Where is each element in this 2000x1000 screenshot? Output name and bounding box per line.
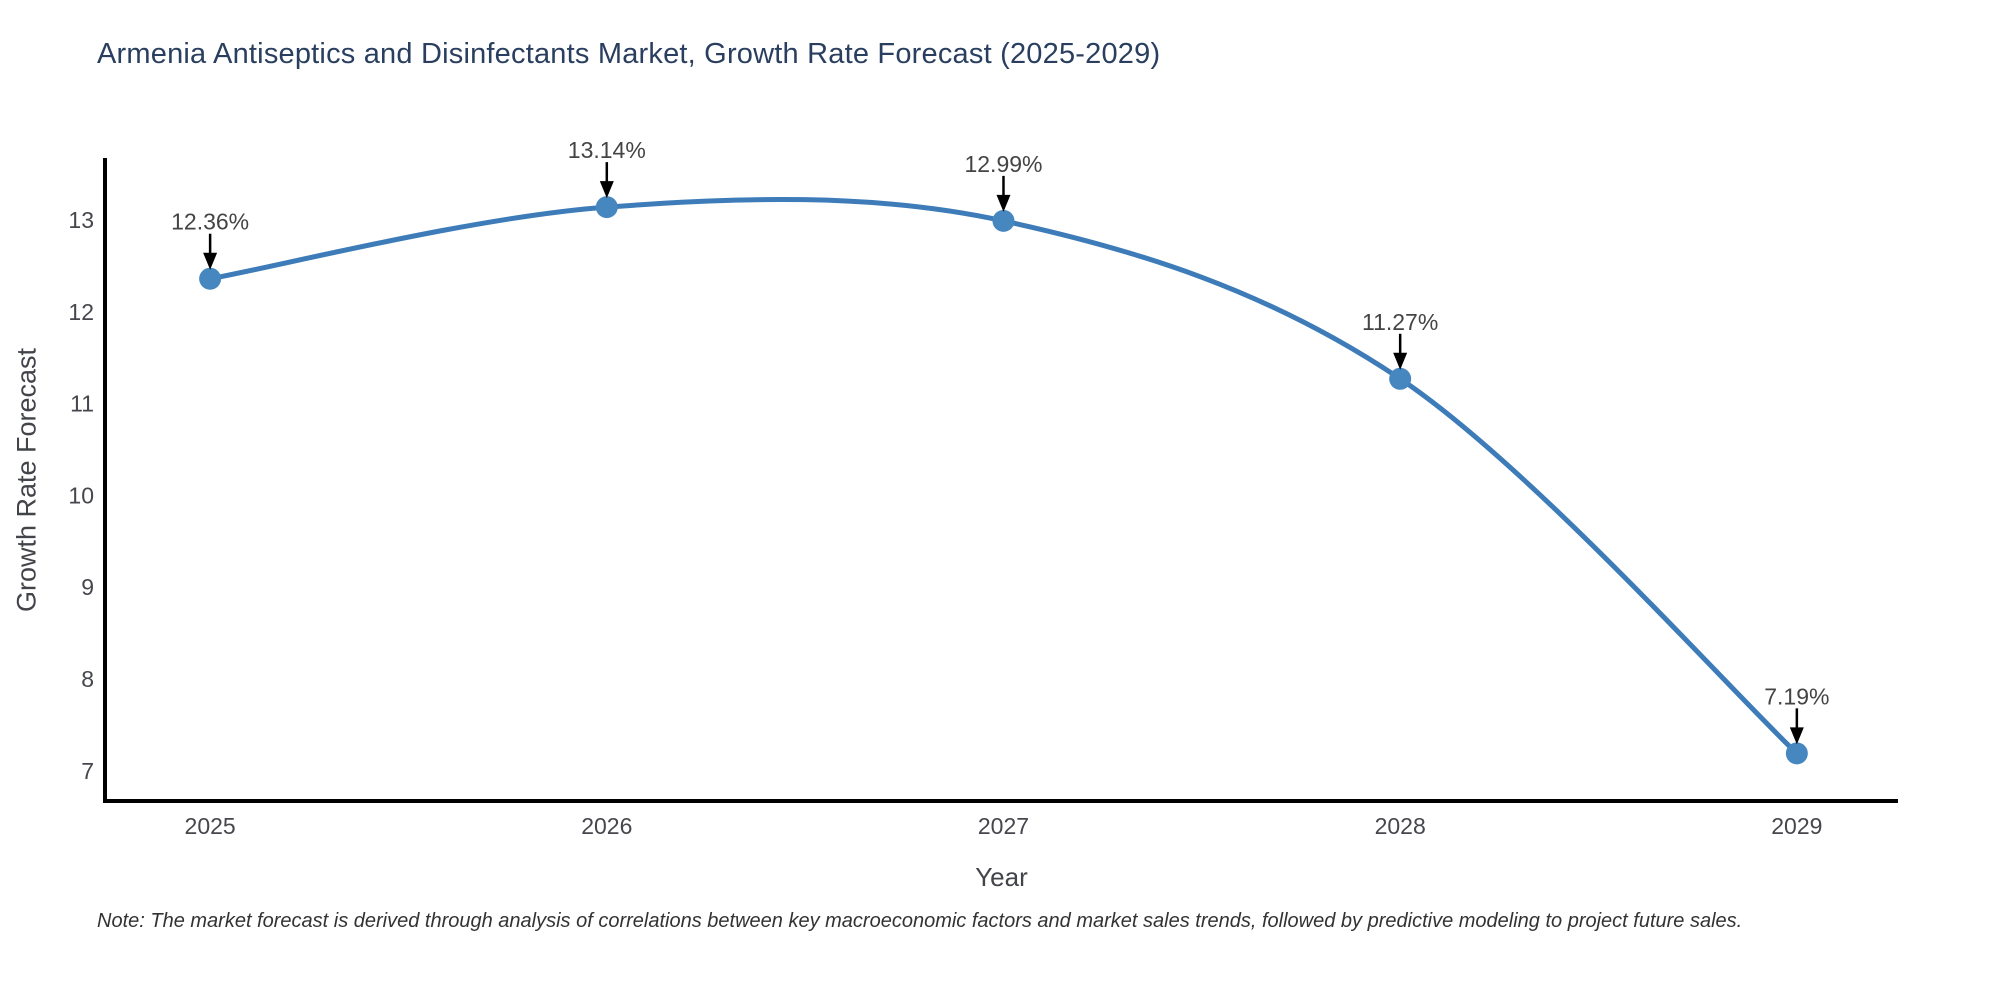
data-point-label: 13.14% — [568, 137, 646, 163]
annotation-arrowhead — [203, 252, 218, 270]
data-point-label: 7.19% — [1764, 683, 1829, 709]
data-point-marker — [199, 267, 222, 290]
y-tick-label: 12 — [68, 299, 94, 325]
annotation-arrowhead — [599, 181, 614, 199]
data-point-marker — [595, 196, 618, 219]
footnote: Note: The market forecast is derived thr… — [97, 910, 1743, 932]
growth-rate-line — [209, 196, 1799, 756]
data-point-marker — [1389, 367, 1412, 390]
annotation-arrowhead — [1393, 352, 1408, 370]
y-tick-label: 11 — [70, 391, 94, 417]
annotation-arrowhead — [996, 194, 1011, 212]
x-tick-label: 2025 — [185, 813, 236, 839]
data-point-label: 12.99% — [964, 151, 1042, 177]
data-point-marker — [992, 209, 1015, 232]
x-tick-label: 2027 — [978, 813, 1029, 839]
y-tick-label: 8 — [81, 666, 94, 692]
y-tick-label: 7 — [81, 758, 94, 784]
x-axis-title: Year — [975, 862, 1028, 892]
y-tick-label: 10 — [68, 482, 94, 508]
y-tick-label: 13 — [68, 207, 94, 233]
data-point-marker — [1785, 742, 1808, 765]
data-point-label: 11.27% — [1362, 309, 1438, 335]
x-tick-label: 2028 — [1375, 813, 1426, 839]
annotation-arrowhead — [1789, 727, 1804, 745]
x-tick-label: 2029 — [1771, 813, 1822, 839]
chart-title: Armenia Antiseptics and Disinfectants Ma… — [97, 38, 1161, 70]
x-tick-label: 2026 — [581, 813, 632, 839]
y-tick-label: 9 — [81, 574, 94, 600]
data-point-label: 12.36% — [171, 209, 249, 235]
